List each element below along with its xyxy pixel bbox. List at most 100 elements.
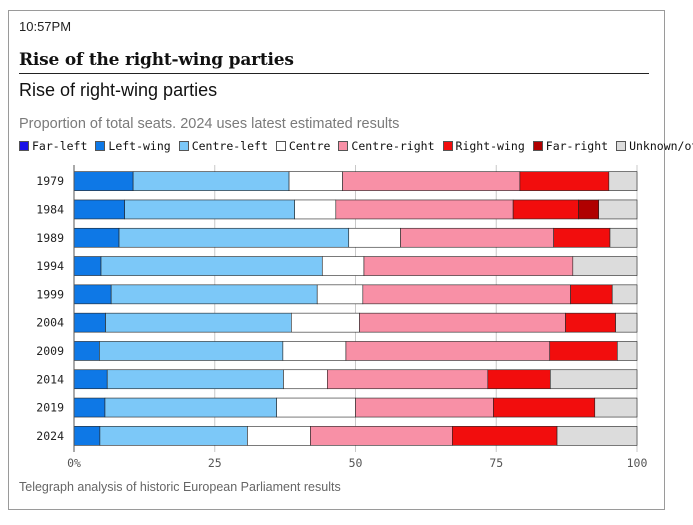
bar-centre-left-1989 (118, 227, 350, 248)
bar-centre-1984 (294, 199, 337, 220)
bar-left-wing-1994 (73, 256, 102, 276)
y-tick-label-2024: 2024 (36, 429, 64, 443)
legend-label: Centre (288, 139, 331, 153)
y-tick-label-1989: 1989 (36, 231, 64, 245)
chart-title: Rise of right-wing parties (19, 80, 218, 100)
legend-swatch-right-wing (442, 141, 453, 151)
bar-centre-right-2004 (359, 312, 566, 333)
legend-label: Centre-right (351, 139, 435, 153)
bar-right-wing-2004 (565, 312, 616, 333)
bar-right-wing-2009 (549, 341, 618, 361)
bar-centre-right-1979 (342, 171, 521, 191)
bar-centre-right-2014 (327, 369, 489, 390)
bar-right-wing-2014 (487, 369, 551, 390)
bar-unknown-other-2014 (549, 369, 638, 390)
y-tick-label-2004: 2004 (36, 316, 64, 330)
y-tick-label-2019: 2019 (36, 401, 64, 415)
bar-centre-left-1999 (110, 284, 318, 305)
bar-centre-1994 (321, 256, 365, 276)
legend-item-unknown-other: Unknown/other (616, 139, 693, 153)
legend-swatch-centre-left (178, 141, 189, 151)
bar-right-wing-1979 (519, 171, 610, 191)
bar-centre-left-2004 (105, 312, 292, 333)
y-tick-label-2009: 2009 (36, 344, 64, 358)
legend-label: Far-left (32, 139, 88, 153)
bar-right-wing-1989 (553, 227, 611, 248)
bar-unknown-other-2009 (616, 341, 638, 361)
bar-centre-right-2019 (355, 397, 494, 418)
bar-unknown-other-1984 (598, 199, 638, 220)
legend-label: Unknown/other (629, 139, 693, 153)
chart-legend: Far-left Left-wing Centre-left Centre Centre… (19, 138, 693, 154)
bar-right-wing-2019 (493, 397, 596, 418)
bar-left-wing-2004 (73, 312, 106, 333)
x-tick-label: 50 (349, 456, 363, 470)
bar-centre-right-1989 (400, 227, 554, 248)
y-tick-label-2014: 2014 (36, 372, 64, 386)
bar-unknown-other-1979 (608, 171, 638, 191)
legend-item-centre: Centre (275, 139, 331, 153)
bar-centre-right-1994 (363, 256, 574, 276)
x-tick-label: 0% (67, 456, 81, 470)
bar-unknown-other-1999 (611, 284, 638, 305)
article-headline: Rise of the right-wing parties (19, 50, 294, 70)
bar-centre-2009 (282, 341, 347, 361)
legend-swatch-far-left (19, 141, 29, 151)
bar-right-wing-1999 (570, 284, 613, 305)
bar-unknown-other-2019 (594, 397, 638, 418)
legend-swatch-centre (275, 141, 286, 151)
bar-centre-2019 (276, 397, 356, 418)
bar-centre-left-1984 (124, 199, 295, 220)
legend-item-far-left: Far-left (19, 139, 87, 153)
bar-centre-1999 (316, 284, 364, 305)
chart-source: Telegraph analysis of historic European … (19, 480, 341, 494)
bar-centre-right-1999 (362, 284, 571, 305)
legend-swatch-unknown-other (616, 141, 627, 151)
legend-swatch-far-right (532, 141, 543, 151)
y-tick-label-1994: 1994 (36, 259, 64, 273)
legend-item-far-right: Far-right (532, 139, 609, 153)
bar-unknown-other-1994 (572, 256, 638, 276)
timestamp: 10:57PM (19, 19, 72, 34)
legend-swatch-left-wing (95, 141, 106, 151)
legend-label: Left-wing (108, 139, 171, 153)
x-tick-label: 75 (489, 456, 503, 470)
bar-left-wing-1989 (73, 227, 120, 248)
legend-item-left-wing: Left-wing (95, 139, 171, 153)
legend-swatch-centre-right (338, 141, 349, 151)
bar-unknown-other-2004 (615, 312, 638, 333)
x-tick-label: 100 (627, 456, 648, 470)
bar-unknown-other-1989 (609, 227, 638, 248)
x-tick-label: 25 (208, 456, 222, 470)
bar-left-wing-2024 (73, 426, 101, 446)
bar-left-wing-2009 (73, 341, 100, 361)
legend-item-right-wing: Right-wing (442, 139, 525, 153)
bar-centre-2004 (291, 312, 360, 333)
y-tick-label-1979: 1979 (36, 174, 64, 188)
bar-right-wing-2024 (452, 426, 558, 446)
bar-centre-1989 (348, 227, 401, 248)
legend-label: Centre-left (191, 139, 268, 153)
bar-left-wing-1999 (73, 284, 112, 305)
bar-centre-left-2009 (99, 341, 284, 361)
bar-centre-left-2019 (104, 397, 277, 418)
bar-right-wing-1984 (512, 199, 579, 220)
bar-centre-right-2024 (310, 426, 453, 446)
bar-centre-right-2009 (345, 341, 551, 361)
bar-centre-left-1979 (132, 171, 290, 191)
bar-centre-left-1994 (100, 256, 323, 276)
bar-far-right-1984 (578, 199, 600, 220)
bar-unknown-other-2024 (556, 426, 638, 446)
bar-left-wing-1984 (73, 199, 125, 220)
y-tick-label-1984: 1984 (36, 202, 64, 216)
y-tick-label-1999: 1999 (36, 287, 64, 301)
chart-subtitle: Proportion of total seats. 2024 uses lat… (19, 116, 400, 132)
legend-label: Far-right (545, 139, 609, 153)
bar-centre-right-1984 (335, 199, 514, 220)
bar-centre-2024 (247, 426, 311, 446)
bar-centre-left-2024 (99, 426, 248, 446)
legend-label: Right-wing (455, 139, 525, 153)
bar-centre-left-2014 (106, 369, 284, 390)
headline-divider (19, 73, 649, 74)
